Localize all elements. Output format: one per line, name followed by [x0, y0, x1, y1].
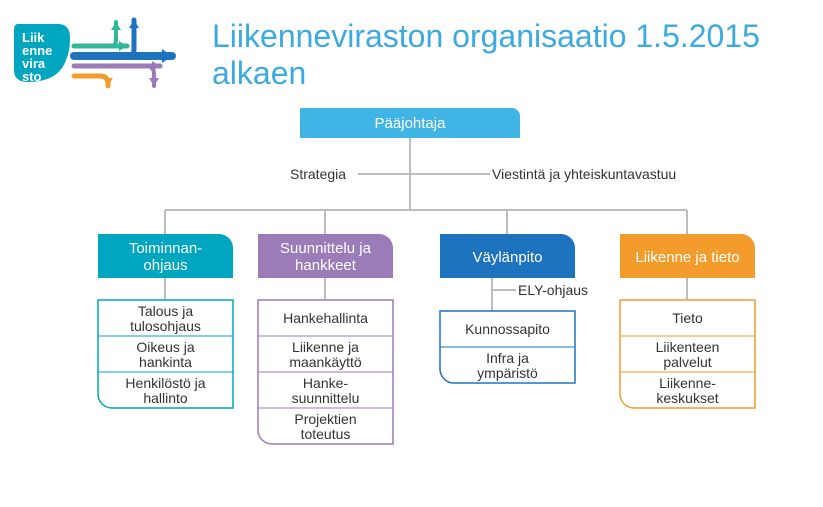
org-item: Projektien	[294, 411, 356, 427]
column-head: Liikenne ja tieto	[635, 249, 739, 266]
org-item: tulosohjaus	[130, 318, 201, 334]
org-item: Liikenne-	[659, 375, 716, 391]
org-item: Hankehallinta	[283, 310, 368, 326]
org-item: Kunnossapito	[465, 321, 550, 337]
org-item: Talous ja	[138, 303, 193, 319]
top-node: Pääjohtaja	[375, 115, 447, 132]
column-head: Väylänpito	[472, 249, 542, 266]
org-item: toteutus	[301, 426, 351, 442]
org-item: ympäristö	[477, 365, 538, 381]
column-head: ohjaus	[143, 257, 187, 274]
staff-left: Strategia	[290, 166, 346, 182]
org-chart: Pääjohtaja Strategia Viestintä ja yhteisku…	[0, 0, 823, 507]
org-item: Tieto	[672, 310, 703, 326]
org-item: Oikeus ja	[136, 339, 195, 355]
org-item: maankäyttö	[289, 354, 362, 370]
org-item: suunnittelu	[292, 390, 360, 406]
staff-right: Viestintä ja yhteiskuntavastuu	[492, 166, 676, 182]
org-item: Infra ja	[486, 350, 529, 366]
column-head: hankkeet	[295, 257, 357, 274]
org-item: keskukset	[656, 390, 718, 406]
org-item: palvelut	[663, 354, 711, 370]
column-head: Toiminnan-	[129, 240, 202, 257]
org-item: hallinto	[143, 390, 188, 406]
org-item: Liikenne ja	[292, 339, 359, 355]
org-item: Liikenteen	[656, 339, 720, 355]
org-item: Hanke-	[303, 375, 348, 391]
ely-label: ELY-ohjaus	[518, 282, 588, 298]
column-head: Suunnittelu ja	[280, 240, 372, 257]
org-item: Henkilöstö ja	[125, 375, 205, 391]
org-item: hankinta	[139, 354, 192, 370]
